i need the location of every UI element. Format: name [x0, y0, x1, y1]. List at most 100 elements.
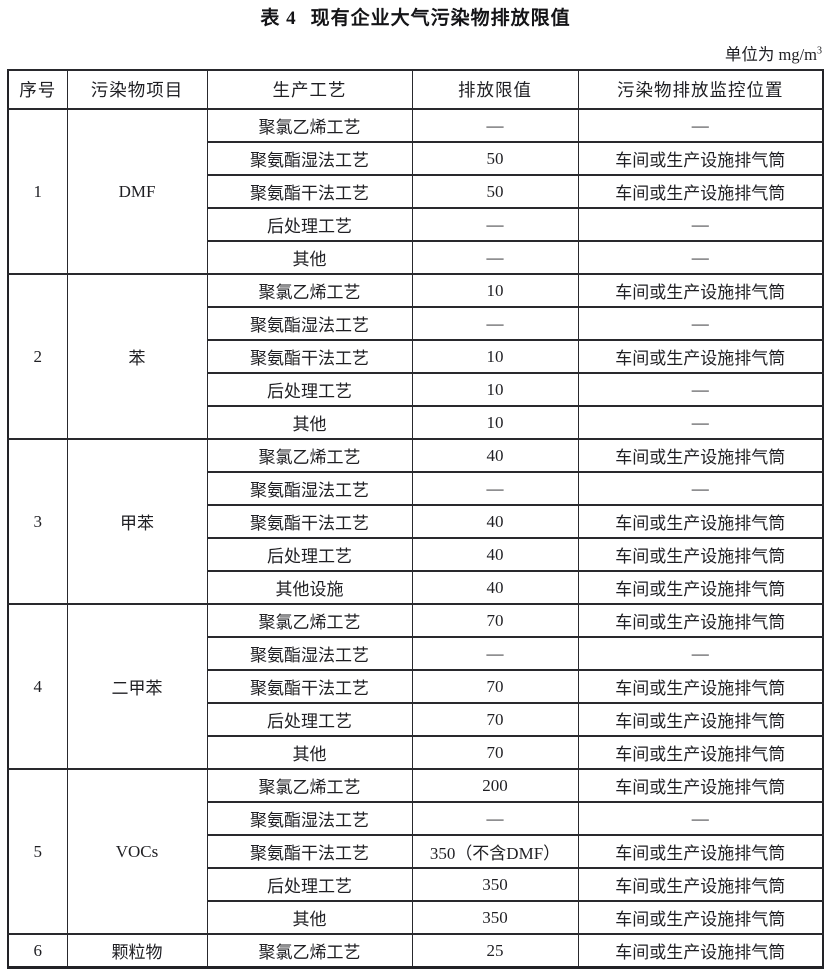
- cell-pollutant: 苯: [66, 273, 208, 440]
- cell-process: 聚氯乙烯工艺: [206, 768, 413, 803]
- header-row: 序号 污染物项目 生产工艺 排放限值 污染物排放监控位置: [7, 69, 824, 110]
- cell-process: 聚氯乙烯工艺: [206, 273, 413, 308]
- cell-process: 其他设施: [206, 570, 413, 605]
- table-row: 6 颗粒物 聚氯乙烯工艺 25 车间或生产设施排气筒: [7, 933, 824, 969]
- cell-location: 车间或生产设施排气筒: [577, 438, 824, 473]
- column-header-4: 排放限值: [411, 69, 579, 110]
- cell-location: —: [577, 207, 824, 242]
- cell-group-no: 6: [7, 933, 68, 969]
- column-header-3: 生产工艺: [206, 69, 413, 110]
- cell-location: 车间或生产设施排气筒: [577, 867, 824, 902]
- table-row: 聚氨酯干法工艺 350（不含DMF） 车间或生产设施排气筒: [8, 834, 824, 869]
- column-header-2: 污染物项目: [66, 69, 208, 110]
- cell-process: 聚氨酯干法工艺: [206, 834, 413, 869]
- cell-location: 车间或生产设施排气筒: [577, 537, 824, 572]
- cell-location: 车间或生产设施排气筒: [577, 273, 824, 308]
- cell-location: —: [577, 306, 824, 341]
- cell-process: 后处理工艺: [206, 867, 413, 902]
- cell-limit: 10: [411, 339, 579, 374]
- cell-process: 其他: [206, 900, 413, 935]
- table-row: 聚氨酯干法工艺 40 车间或生产设施排气筒: [8, 504, 824, 539]
- unit-superscript: 3: [817, 45, 822, 57]
- cell-limit: —: [411, 306, 579, 341]
- cell-limit: 50: [411, 174, 579, 209]
- cell-location: 车间或生产设施排气筒: [577, 504, 824, 539]
- cell-group-no: 5: [7, 768, 68, 935]
- cell-location: 车间或生产设施排气筒: [577, 174, 824, 209]
- cell-process: 聚氯乙烯工艺: [206, 108, 413, 143]
- table-row: 聚氨酯干法工艺 50 车间或生产设施排气筒: [8, 174, 824, 209]
- column-header-5: 污染物排放监控位置: [577, 69, 824, 110]
- column-header-1: 序号: [7, 69, 68, 110]
- cell-process: 后处理工艺: [206, 537, 413, 572]
- cell-limit: —: [411, 471, 579, 506]
- cell-group-no: 4: [7, 603, 68, 770]
- table-title-text: 现有企业大气污染物排放限值: [310, 8, 571, 29]
- cell-process: 聚氨酯湿法工艺: [206, 306, 413, 341]
- cell-limit: 350: [411, 900, 579, 935]
- table-row: 4 二甲苯 聚氯乙烯工艺 70 车间或生产设施排气筒: [7, 603, 824, 770]
- cell-limit: 40: [411, 438, 579, 473]
- cell-location: 车间或生产设施排气筒: [577, 141, 824, 176]
- table-row: 后处理工艺 350 车间或生产设施排气筒: [8, 867, 824, 902]
- cell-location: —: [577, 471, 824, 506]
- cell-limit: —: [411, 108, 579, 143]
- cell-limit: 70: [411, 702, 579, 737]
- cell-limit: —: [411, 240, 579, 275]
- cell-process: 聚氨酯干法工艺: [206, 669, 413, 704]
- cell-limit: —: [411, 801, 579, 836]
- table-row: 聚氨酯湿法工艺 50 车间或生产设施排气筒: [8, 141, 824, 176]
- cell-location: —: [577, 636, 824, 671]
- cell-process: 其他: [206, 735, 413, 770]
- cell-limit: 50: [411, 141, 579, 176]
- cell-location: 车间或生产设施排气筒: [577, 834, 824, 869]
- table-title: 表 4 现有企业大气污染物排放限值: [0, 0, 831, 30]
- cell-location: 车间或生产设施排气筒: [577, 669, 824, 704]
- cell-process: 聚氨酯干法工艺: [206, 339, 413, 374]
- cell-limit: 40: [411, 504, 579, 539]
- cell-group-no: 3: [7, 438, 68, 605]
- table-row: 其他 70 车间或生产设施排气筒: [8, 735, 824, 770]
- cell-limit: 350（不含DMF）: [411, 834, 579, 869]
- cell-process: 聚氯乙烯工艺: [206, 603, 413, 638]
- cell-limit: 10: [411, 405, 579, 440]
- cell-limit: 70: [411, 669, 579, 704]
- table-row: 聚氨酯湿法工艺 — —: [8, 636, 824, 671]
- cell-limit: 40: [411, 570, 579, 605]
- cell-limit: 10: [411, 372, 579, 407]
- cell-location: 车间或生产设施排气筒: [577, 768, 824, 803]
- cell-process: 聚氨酯湿法工艺: [206, 471, 413, 506]
- cell-process: 聚氨酯干法工艺: [206, 174, 413, 209]
- cell-limit: 200: [411, 768, 579, 803]
- cell-limit: 70: [411, 603, 579, 638]
- table-row: 聚氨酯湿法工艺 — —: [8, 801, 824, 836]
- table-body: 1 DMF 聚氯乙烯工艺 — — 聚氨酯湿法工艺 50 车间或生产设施排气筒 聚氨酯干法工艺 50…: [7, 108, 824, 969]
- table-row: 聚氨酯干法工艺 10 车间或生产设施排气筒: [8, 339, 824, 374]
- unit-note: 单位为 mg/m3: [7, 41, 824, 65]
- unit-label: 单位为 mg/m: [724, 45, 817, 64]
- cell-pollutant: 颗粒物: [66, 933, 208, 969]
- table-row: 后处理工艺 10—: [8, 372, 824, 407]
- table-row: 后处理工艺 70 车间或生产设施排气筒: [8, 702, 824, 737]
- cell-location: 车间或生产设施排气筒: [577, 339, 824, 374]
- cell-limit: 40: [411, 537, 579, 572]
- cell-process: 聚氨酯湿法工艺: [206, 801, 413, 836]
- cell-location: —: [577, 108, 824, 143]
- cell-process: 聚氯乙烯工艺: [206, 933, 413, 969]
- cell-process: 其他: [206, 405, 413, 440]
- cell-pollutant: DMF: [66, 108, 208, 275]
- table-row: 1 DMF 聚氯乙烯工艺 — —: [7, 108, 824, 275]
- cell-location: 车间或生产设施排气筒: [577, 570, 824, 605]
- table-row: 其他设施 40 车间或生产设施排气筒: [8, 570, 824, 605]
- table-number: 表 4: [260, 8, 297, 29]
- cell-pollutant: VOCs: [66, 768, 208, 935]
- cell-limit: 10: [411, 273, 579, 308]
- emission-limits-table: 序号 污染物项目 生产工艺 排放限值 污染物排放监控位置 1 DMF 聚氯乙烯工艺 — — 聚氨酯…: [7, 69, 824, 969]
- cell-location: 车间或生产设施排气筒: [577, 735, 824, 770]
- cell-location: —: [577, 240, 824, 275]
- cell-process: 后处理工艺: [206, 207, 413, 242]
- cell-process: 聚氨酯湿法工艺: [206, 141, 413, 176]
- cell-process: 其他: [206, 240, 413, 275]
- table-row: 聚氨酯湿法工艺 — —: [8, 471, 824, 506]
- cell-location: —: [577, 801, 824, 836]
